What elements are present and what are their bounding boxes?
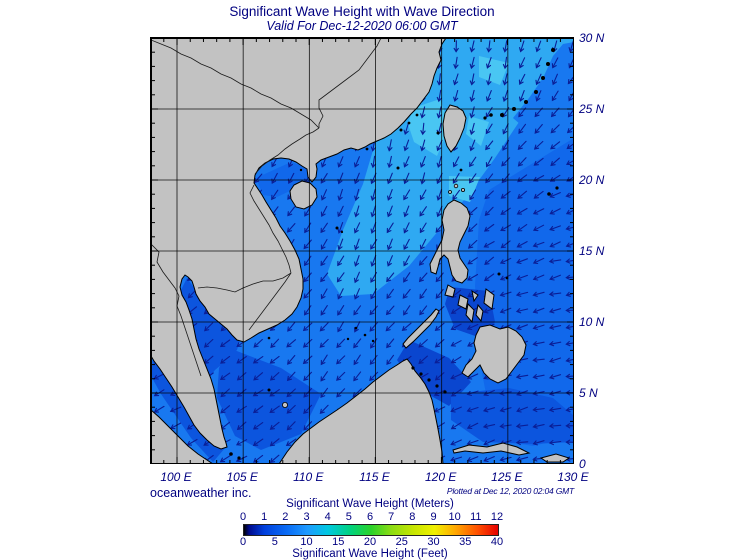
lat-label-10n: 10 N: [579, 315, 605, 329]
lon-label-100e: 100 E: [160, 470, 192, 484]
feet-tick-10: 10: [300, 536, 313, 548]
feet-tick-40: 40: [490, 536, 504, 548]
lat-label-20n: 20 N: [579, 173, 605, 187]
meters-tick-8: 8: [409, 511, 416, 523]
lat-label-0: 0: [579, 457, 586, 471]
lon-label-110e: 110 E: [293, 470, 324, 484]
lon-label-125e: 125 E: [491, 470, 523, 484]
plotted-timestamp: Plotted at Dec 12, 2020 02:04 GMT: [446, 486, 574, 496]
lat-label-15n: 15 N: [579, 244, 605, 258]
lon-label-120e: 120 E: [424, 470, 457, 484]
meters-tick-11: 11: [470, 511, 482, 523]
lon-label-130e: 130 E: [557, 470, 589, 484]
feet-tick-35: 35: [459, 536, 472, 548]
meters-tick-12: 12: [490, 511, 504, 523]
feet-tick-30: 30: [427, 536, 440, 548]
meters-tick-9: 9: [430, 511, 437, 523]
lat-label-30n: 30 N: [579, 31, 605, 45]
meters-tick-4: 4: [324, 511, 331, 523]
colorbar-title-meters: Significant Wave Height (Meters): [286, 498, 454, 510]
lat-label-25n: 25 N: [579, 102, 605, 116]
meters-tick-0: 0: [239, 511, 247, 523]
colorbar-meters-ticks: 0 1 2 3 4 5 6 7 8 9 10 11 12: [239, 511, 503, 523]
valid-time-subtitle: Valid For Dec-12-2020 06:00 GMT: [266, 19, 458, 33]
lon-label-115e: 115 E: [359, 470, 390, 484]
meters-tick-6: 6: [366, 511, 374, 523]
feet-tick-25: 25: [395, 536, 408, 548]
meters-tick-1: 1: [261, 511, 268, 523]
credit-text: oceanweather inc.: [150, 486, 252, 500]
feet-tick-0: 0: [239, 536, 247, 548]
meters-tick-3: 3: [303, 511, 310, 523]
feet-tick-20: 20: [363, 536, 377, 548]
feet-tick-5: 5: [271, 536, 278, 548]
meters-tick-7: 7: [388, 511, 395, 523]
colorbar-feet-ticks: 0 5 10 15 20 25 30 35 40: [239, 536, 503, 548]
colorbar-gradient: [243, 524, 499, 536]
meters-tick-2: 2: [282, 511, 289, 523]
page-title: Significant Wave Height with Wave Direct…: [229, 4, 495, 19]
meters-tick-10: 10: [448, 511, 461, 523]
colorbar-title-feet: Significant Wave Height (Feet): [292, 548, 448, 560]
lat-label-5n: 5 N: [579, 386, 598, 400]
feet-tick-15: 15: [332, 536, 345, 548]
lon-label-105e: 105 E: [226, 470, 258, 484]
wave-height-map: [150, 37, 574, 464]
map-canvas: [150, 37, 574, 464]
meters-tick-5: 5: [345, 511, 352, 523]
